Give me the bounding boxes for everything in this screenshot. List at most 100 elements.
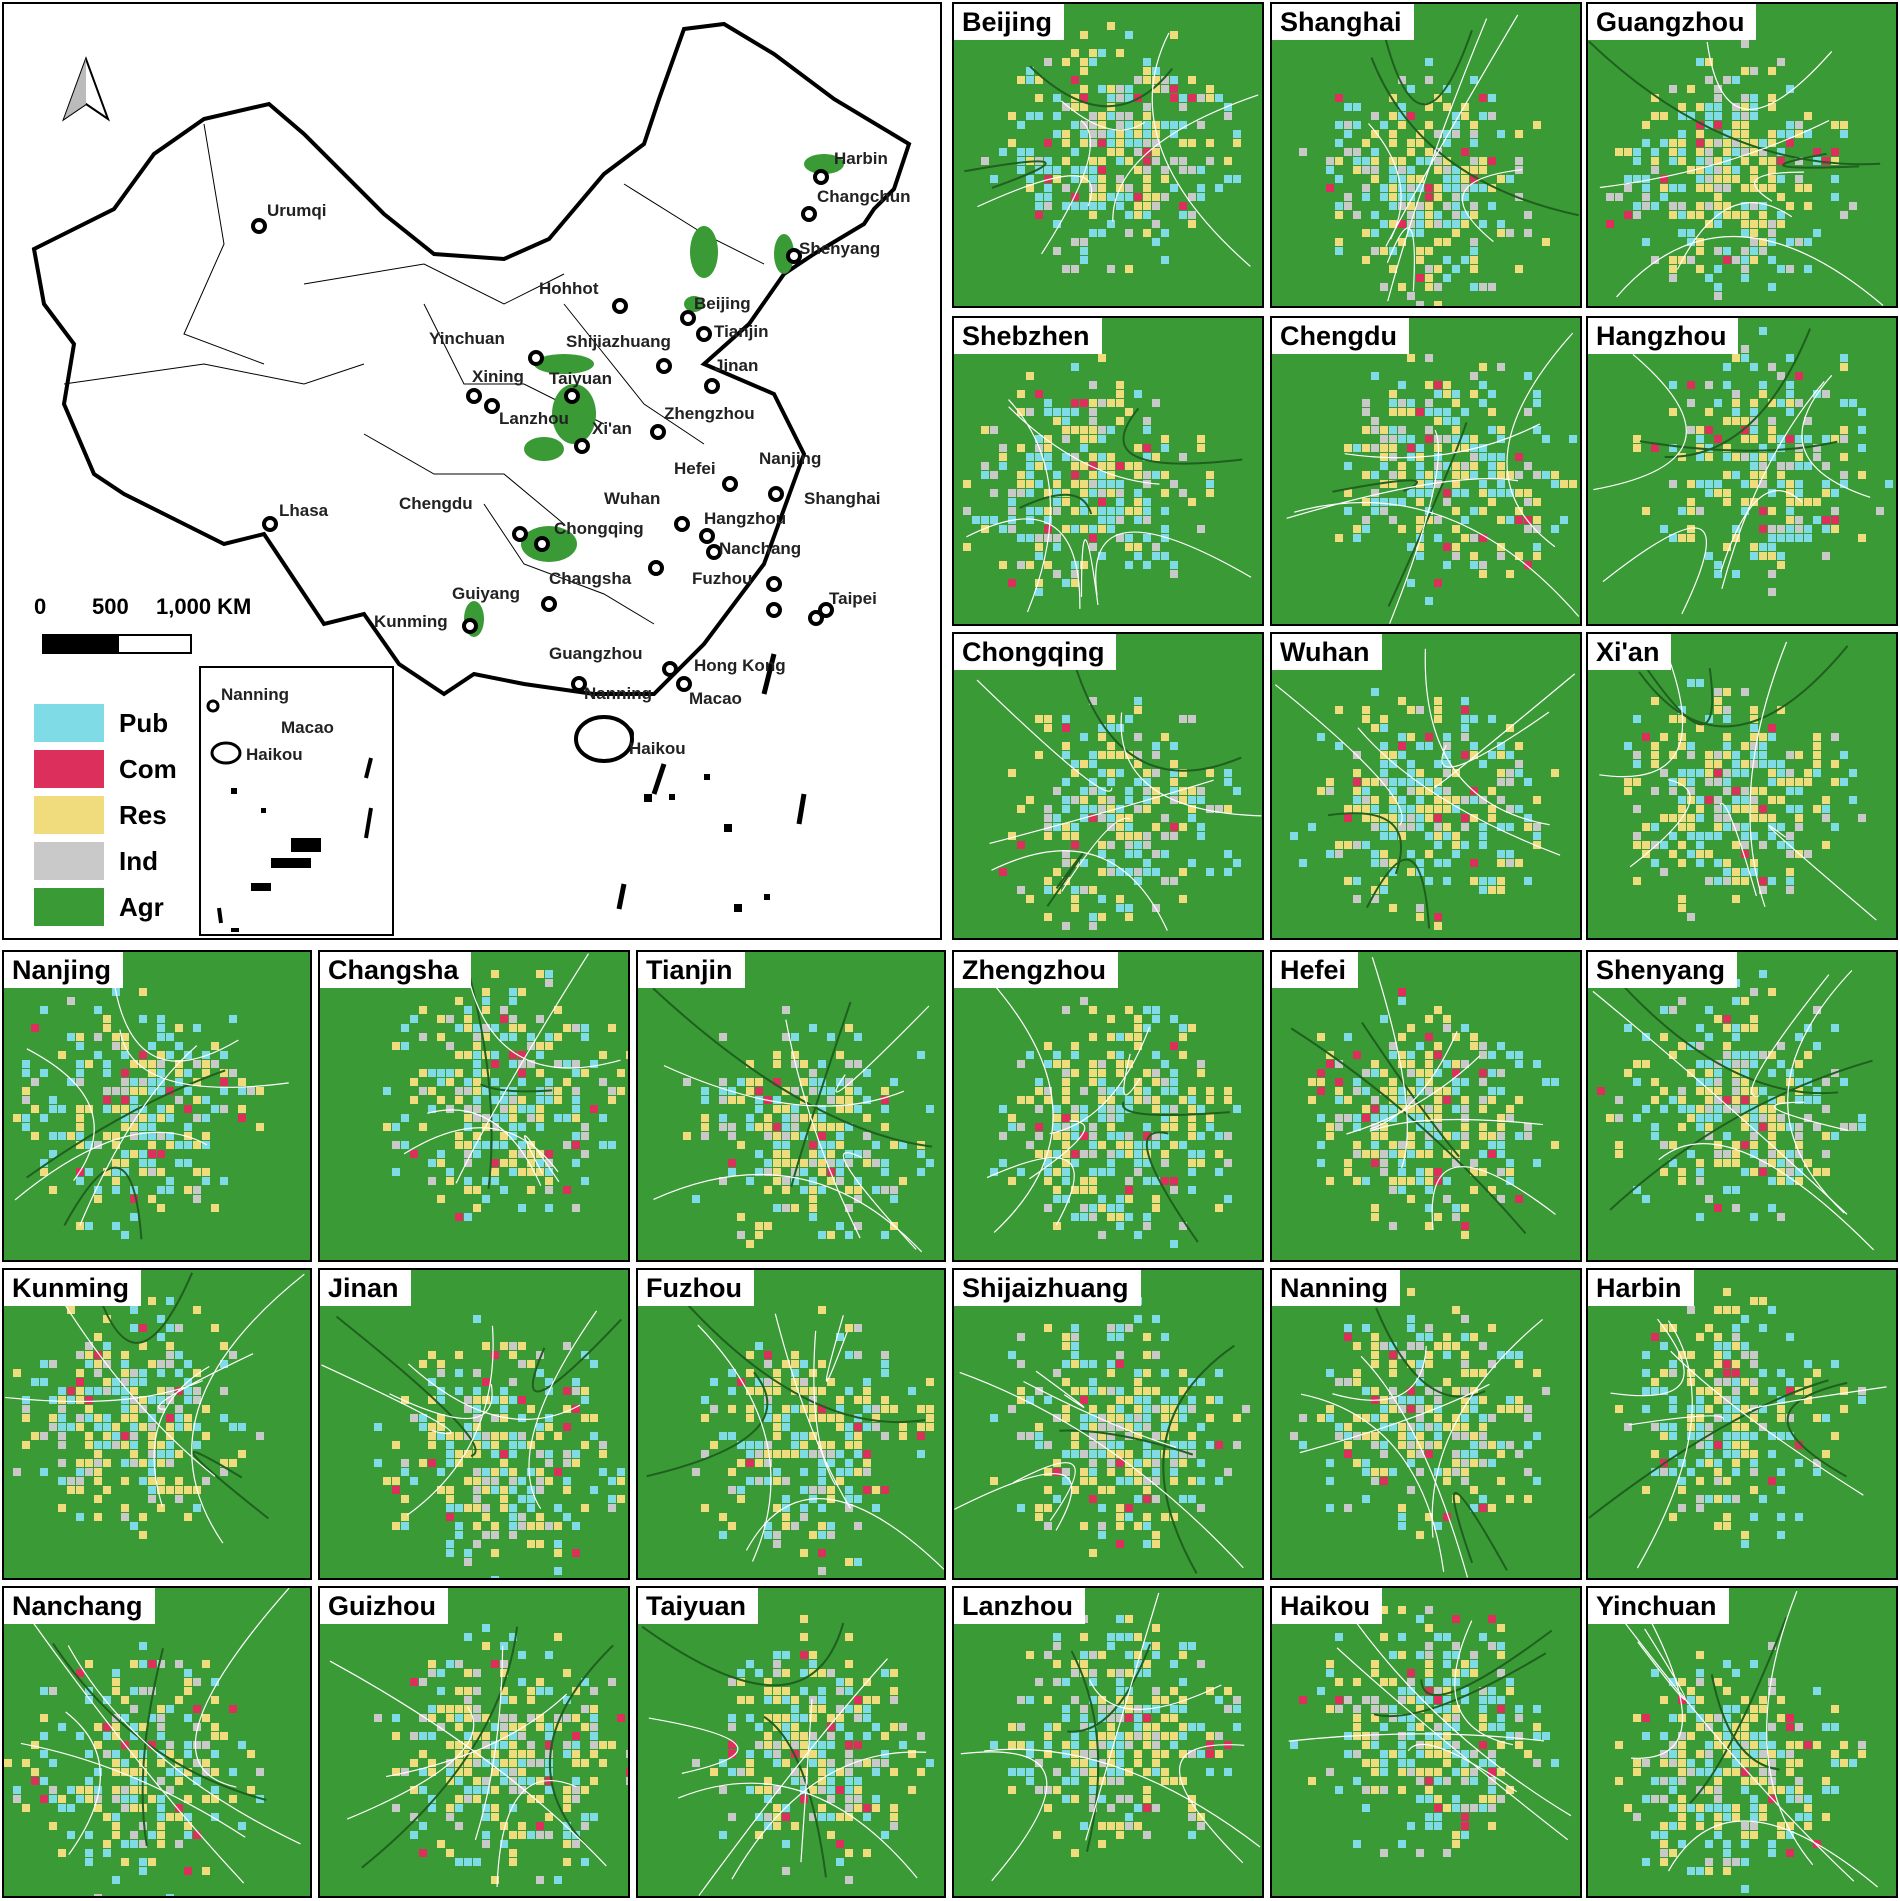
legend-swatch bbox=[34, 842, 104, 880]
city-label: Hangzhou bbox=[704, 509, 786, 528]
land-use-map bbox=[1272, 952, 1580, 1260]
city-label: Zhengzhou bbox=[664, 404, 755, 423]
city-label: Yinchuan bbox=[429, 329, 505, 348]
panel-title: Nanjing bbox=[4, 952, 123, 988]
scale-label: 1,000 KM bbox=[156, 594, 252, 619]
legend-item: Pub bbox=[34, 704, 264, 744]
city-label: Xi'an bbox=[592, 419, 632, 438]
inset-label: Haikou bbox=[246, 745, 303, 764]
land-use-map bbox=[1588, 4, 1896, 306]
land-use-map bbox=[954, 634, 1262, 938]
land-use-map bbox=[1588, 952, 1896, 1260]
city-label: Wuhan bbox=[604, 489, 660, 508]
land-use-map bbox=[954, 318, 1262, 624]
city-label: Hefei bbox=[674, 459, 716, 478]
city-panel: Wuhan bbox=[1270, 632, 1582, 940]
china-outline bbox=[31, 21, 912, 912]
city-panel: Shanghai bbox=[1270, 2, 1582, 308]
land-use-map bbox=[1272, 1270, 1580, 1578]
legend-label: Pub bbox=[119, 708, 169, 738]
scale-label: 0 bbox=[34, 594, 47, 619]
land-use-map bbox=[1272, 318, 1580, 624]
land-use-map bbox=[1272, 1588, 1580, 1896]
inset-label: Macao bbox=[281, 718, 334, 737]
city-panel: Harbin bbox=[1586, 1268, 1898, 1580]
land-use-map bbox=[320, 952, 628, 1260]
city-label: Chengdu bbox=[399, 494, 473, 513]
city-panel: Fuzhou bbox=[636, 1268, 946, 1580]
land-use-map bbox=[1588, 1588, 1896, 1896]
city-label: Shanghai bbox=[804, 489, 881, 508]
legend-item: Agr bbox=[34, 888, 264, 928]
city-panel: Lanzhou bbox=[952, 1586, 1264, 1898]
panel-title: Chengdu bbox=[1272, 318, 1409, 354]
city-panel: Taiyuan bbox=[636, 1586, 946, 1898]
city-label: Lanzhou bbox=[499, 409, 569, 428]
city-label: Harbin bbox=[834, 149, 888, 168]
legend-swatch bbox=[34, 888, 104, 926]
city-panel: Beijing bbox=[952, 2, 1264, 308]
legend-swatch bbox=[34, 704, 104, 742]
legend-swatch bbox=[34, 796, 104, 834]
city-label: Nanjing bbox=[759, 449, 821, 468]
city-panel: Xi'an bbox=[1586, 632, 1898, 940]
city-labels: Harbin Changchun Urumqi Shenyang Hohhot … bbox=[267, 149, 911, 758]
city-label: Urumqi bbox=[267, 201, 327, 220]
city-label: Guiyang bbox=[452, 584, 520, 603]
land-use-map bbox=[1272, 634, 1580, 938]
city-panel: Nanchang bbox=[2, 1586, 312, 1898]
city-panel: Shebzhen bbox=[952, 316, 1264, 626]
city-panel: Hefei bbox=[1270, 950, 1582, 1262]
land-use-map bbox=[1272, 4, 1580, 306]
land-use-map bbox=[638, 952, 944, 1260]
land-use-map bbox=[4, 1588, 310, 1896]
city-label: Macao bbox=[689, 689, 742, 708]
panel-title: Harbin bbox=[1588, 1270, 1694, 1306]
panel-title: Taiyuan bbox=[638, 1588, 759, 1624]
panel-title: Fuzhou bbox=[638, 1270, 754, 1306]
legend-item: Com bbox=[34, 750, 264, 790]
panel-title: Wuhan bbox=[1272, 634, 1382, 670]
land-use-map bbox=[1588, 318, 1896, 624]
panel-title: Hangzhou bbox=[1588, 318, 1739, 354]
north-arrow-icon bbox=[61, 56, 111, 122]
city-label: Nanning bbox=[584, 684, 652, 703]
city-panel: Shijaizhuang bbox=[952, 1268, 1264, 1580]
city-panel: Jinan bbox=[318, 1268, 630, 1580]
panel-title: Jinan bbox=[320, 1270, 411, 1306]
panel-title: Haikou bbox=[1272, 1588, 1383, 1624]
city-panel: Hangzhou bbox=[1586, 316, 1898, 626]
china-overview-map: Harbin Changchun Urumqi Shenyang Hohhot … bbox=[2, 2, 942, 940]
city-label: Changsha bbox=[549, 569, 632, 588]
city-label: Guangzhou bbox=[549, 644, 642, 663]
city-label: Changchun bbox=[817, 187, 911, 206]
legend-item: Res bbox=[34, 796, 264, 836]
city-label: Shenyang bbox=[799, 239, 880, 258]
scale-label: 500 bbox=[92, 594, 129, 619]
city-label: Beijing bbox=[694, 294, 751, 313]
city-label: Haikou bbox=[629, 739, 686, 758]
land-use-map bbox=[1588, 1270, 1896, 1578]
city-label: Jinan bbox=[714, 356, 758, 375]
city-panel: Guizhou bbox=[318, 1586, 630, 1898]
panel-title: Shebzhen bbox=[954, 318, 1102, 354]
legend-label: Ind bbox=[119, 846, 158, 876]
land-use-map bbox=[320, 1270, 628, 1578]
city-panel: Nanjing bbox=[2, 950, 312, 1262]
city-panel: Shenyang bbox=[1586, 950, 1898, 1262]
panel-title: Yinchuan bbox=[1588, 1588, 1729, 1624]
city-label: Nanchang bbox=[719, 539, 801, 558]
city-label: Hohhot bbox=[539, 279, 599, 298]
panel-title: Zhengzhou bbox=[954, 952, 1118, 988]
panel-title: Nanchang bbox=[4, 1588, 155, 1624]
panel-title: Shijaizhuang bbox=[954, 1270, 1141, 1306]
panel-title: Guizhou bbox=[320, 1588, 448, 1624]
land-use-map bbox=[638, 1588, 944, 1896]
panel-title: Shanghai bbox=[1272, 4, 1414, 40]
panel-title: Hefei bbox=[1272, 952, 1359, 988]
panel-title: Shenyang bbox=[1588, 952, 1738, 988]
land-use-map bbox=[954, 4, 1262, 306]
panel-title: Kunming bbox=[4, 1270, 141, 1306]
legend-label: Com bbox=[119, 754, 177, 784]
city-panel: Changsha bbox=[318, 950, 630, 1262]
